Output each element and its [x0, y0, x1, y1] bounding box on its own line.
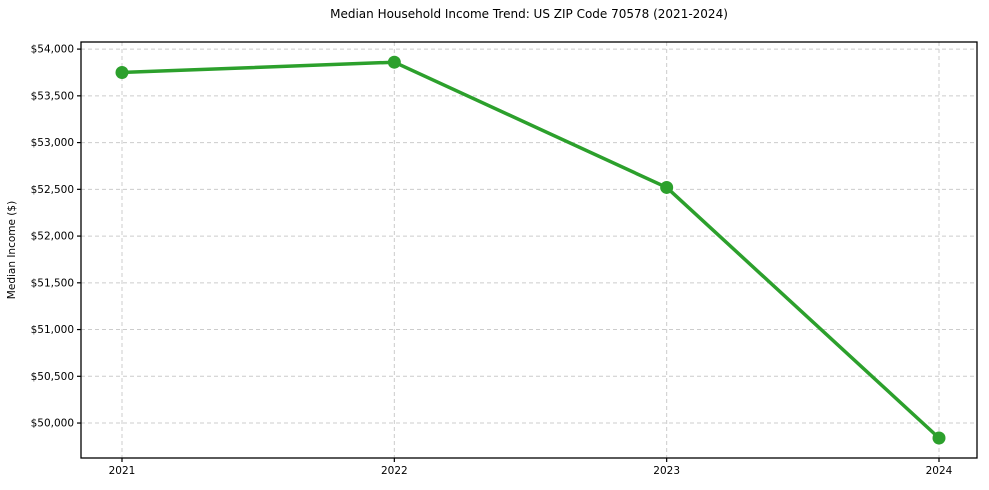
- y-tick-label: $50,000: [31, 418, 74, 430]
- income-line: [120, 60, 941, 440]
- plot-border: [80, 41, 978, 459]
- x-tick-label: 2023: [653, 465, 680, 477]
- y-tick-label: $53,500: [31, 90, 74, 102]
- data-point-2021: [115, 65, 129, 79]
- y-tick-label: $52,500: [31, 184, 74, 196]
- data-point-2022: [387, 55, 401, 69]
- chart-title: Median Household Income Trend: US ZIP Co…: [330, 7, 728, 21]
- y-tick-label: $52,000: [31, 231, 74, 243]
- y-tick-label: $53,000: [31, 137, 74, 149]
- x-tick-label: 2022: [381, 465, 408, 477]
- y-tick-label: $51,500: [31, 277, 74, 289]
- data-point-2024: [932, 431, 946, 445]
- y-tick-label: $51,000: [31, 324, 74, 336]
- data-point-2023: [660, 180, 674, 194]
- x-tick-label: 2021: [109, 465, 136, 477]
- y-tick-label: $50,500: [31, 371, 74, 383]
- y-tick-label: $54,000: [31, 44, 74, 56]
- x-tick-label: 2024: [926, 465, 953, 477]
